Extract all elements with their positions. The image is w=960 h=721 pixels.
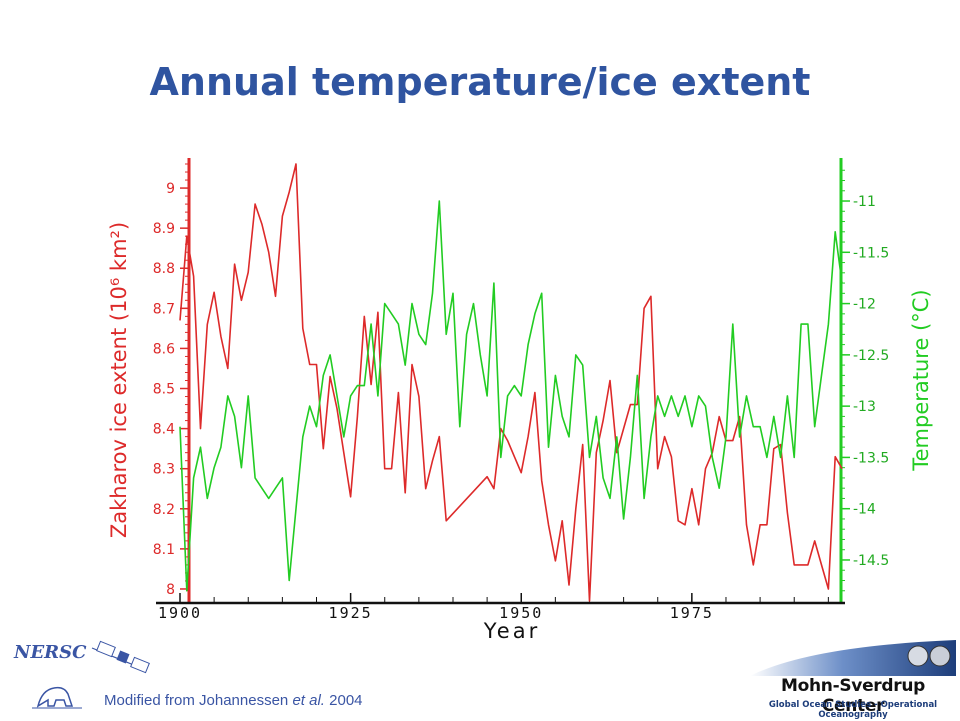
satellite-icon <box>91 640 150 674</box>
left-tick-label: 8 <box>166 582 175 598</box>
right-axis-label: Temperature (°C) <box>909 289 933 471</box>
mohn-sverdrup-subtitle: Global Ocean Studies - Operational Ocean… <box>768 700 938 720</box>
slide-title: Annual temperature/ice extent <box>149 60 811 104</box>
x-tick-label: 1975 <box>670 604 714 622</box>
right-tick-label: -14.5 <box>853 553 889 569</box>
series-line-right <box>179 200 843 592</box>
portrait-left-icon <box>907 645 929 667</box>
left-tick-label: 8.6 <box>153 341 175 357</box>
citation: Modified from Johannessen et al. 2004 <box>104 692 363 709</box>
x-tick-label: 1925 <box>329 604 373 622</box>
left-tick-label: 8.2 <box>153 502 175 518</box>
left-tick-label: 8.7 <box>153 301 175 317</box>
nersc-logo: NERSC <box>8 636 158 721</box>
left-tick-label: 8.4 <box>153 422 175 438</box>
series-layer <box>179 163 843 602</box>
left-tick-label: 9 <box>166 181 175 197</box>
left-axis-label: Zakharov ice extent (10⁶ km²) <box>107 222 131 538</box>
right-tick-label: -11 <box>853 194 876 210</box>
right-tick-label: -13 <box>853 399 876 415</box>
left-axis: 8 8.1 8.2 8.3 8.4 8.5 8.6 8.7 8.8 8.9 9 <box>153 158 191 603</box>
nersc-logo-icon: NERSC <box>13 640 150 709</box>
right-tick-label: -14 <box>853 502 876 518</box>
citation-suffix: 2004 <box>324 692 363 709</box>
right-tick-label: -12.5 <box>853 348 889 364</box>
left-tick-label: 8.1 <box>153 542 175 558</box>
left-tick-label: 8.9 <box>153 221 175 237</box>
left-tick-label: 8.5 <box>153 382 175 398</box>
x-tick-label: 1900 <box>158 604 202 622</box>
nersc-logo-text: NERSC <box>13 642 87 663</box>
series-line-left <box>179 163 843 602</box>
portrait-right-icon <box>929 645 951 667</box>
wave-banner-icon <box>750 640 956 676</box>
left-tick-label: 8.3 <box>153 462 175 478</box>
citation-italic: et al. <box>292 692 325 709</box>
right-tick-label: -13.5 <box>853 450 889 466</box>
left-tick-label: 8.8 <box>153 261 175 277</box>
citation-prefix: Modified from Johannessen <box>104 692 293 709</box>
mohn-sverdrup-logo: Mohn-Sverdrup Center Global Ocean Studie… <box>750 640 956 720</box>
x-axis-label: Year <box>483 619 540 643</box>
right-axis: -11 -11.5 -12 -12.5 -13 -13.5 -14 -14.5 <box>839 158 889 603</box>
mohn-sverdrup-name: Mohn-Sverdrup Center <box>780 676 926 716</box>
x-tick-label: 1950 <box>499 604 543 622</box>
right-tick-label: -11.5 <box>853 245 889 261</box>
polar-bear-icon <box>32 686 82 709</box>
bottom-axis: 1900 1925 1950 1975 <box>156 593 845 622</box>
right-tick-label: -12 <box>853 297 876 313</box>
